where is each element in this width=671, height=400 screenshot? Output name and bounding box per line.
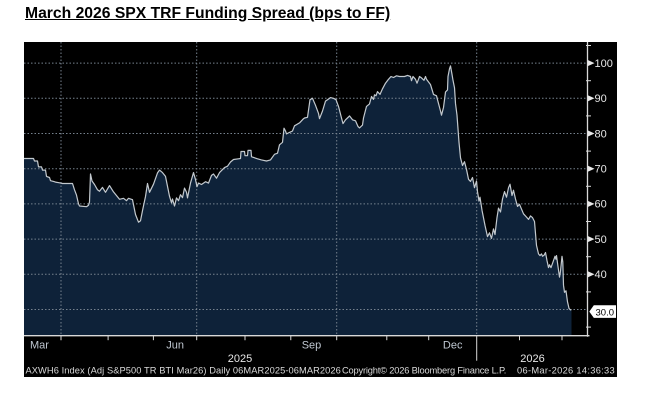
svg-text:50: 50 xyxy=(595,234,607,246)
svg-text:40: 40 xyxy=(595,269,607,281)
svg-text:60: 60 xyxy=(595,199,607,211)
svg-text:70: 70 xyxy=(595,164,607,176)
svg-text:80: 80 xyxy=(595,128,607,140)
svg-text:Mar: Mar xyxy=(30,340,49,352)
svg-text:100: 100 xyxy=(595,58,613,70)
svg-text:Copyright© 2026 Bloomberg Fina: Copyright© 2026 Bloomberg Finance L.P. xyxy=(342,366,506,376)
svg-text:06-Mar-2026 14:36:33: 06-Mar-2026 14:36:33 xyxy=(517,366,615,376)
svg-text:Sep: Sep xyxy=(302,340,322,352)
svg-text:2025: 2025 xyxy=(228,353,252,365)
svg-text:90: 90 xyxy=(595,93,607,105)
svg-text:AXWH6 Index (Adj S&P500 TR BTI: AXWH6 Index (Adj S&P500 TR BTI Mar26) Da… xyxy=(26,366,341,376)
svg-text:2026: 2026 xyxy=(520,353,544,365)
svg-text:Dec: Dec xyxy=(443,340,463,352)
svg-text:30.0: 30.0 xyxy=(596,307,615,318)
svg-text:Jun: Jun xyxy=(166,340,184,352)
